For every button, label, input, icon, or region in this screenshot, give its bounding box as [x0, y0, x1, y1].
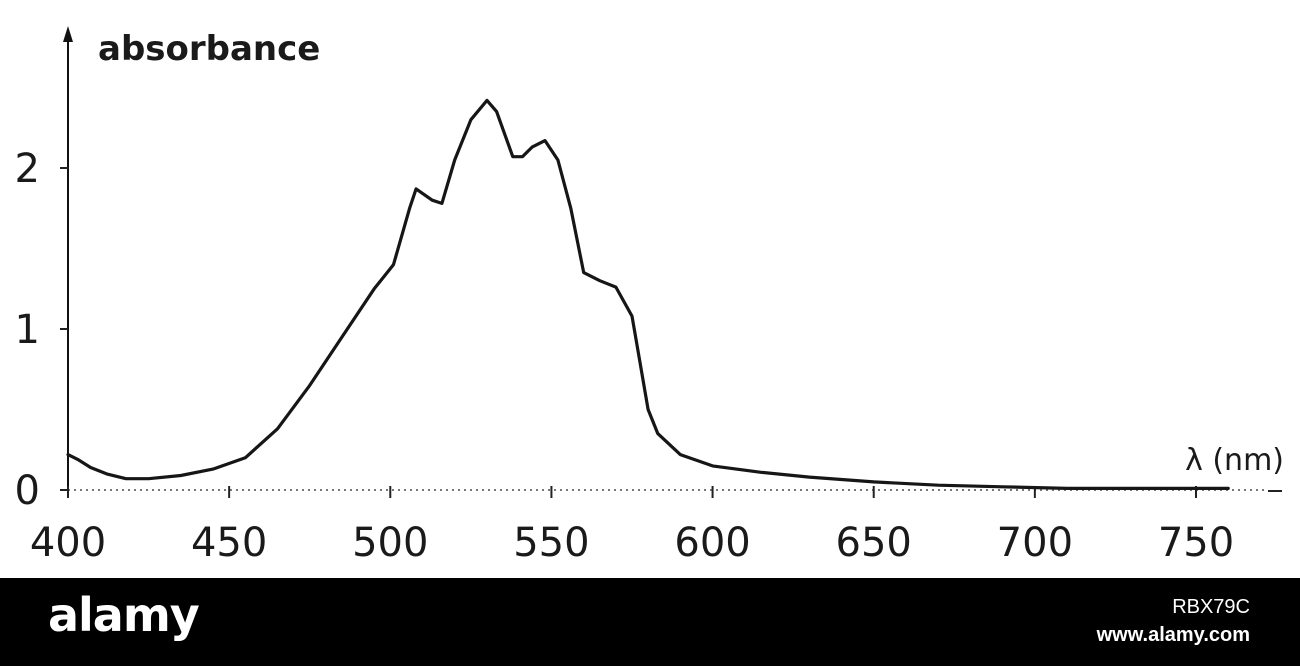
- y-tick-label: 0: [15, 468, 40, 514]
- x-axis-title: λ (nm): [1185, 443, 1284, 478]
- absorbance-spectrum-line: [66, 98, 1230, 490]
- y-tick-label: 2: [15, 146, 40, 192]
- y-axis-title: absorbance: [98, 29, 320, 69]
- x-tick-label: 750: [1158, 520, 1234, 566]
- x-tick-label: 650: [836, 520, 912, 566]
- y-axis-arrow: [63, 26, 73, 42]
- chart-svg: absorbance λ (nm) 400 450 500 550 600 650 700 7…: [15, 26, 1284, 566]
- y-ticks: 0 1 2: [15, 146, 68, 514]
- watermark-logo: alamy: [48, 588, 200, 642]
- x-tick-label: 600: [674, 520, 750, 566]
- watermark-url: www.alamy.com: [1096, 624, 1250, 646]
- x-tick-label: 550: [513, 520, 589, 566]
- axes: absorbance λ (nm): [63, 26, 1284, 492]
- watermark-image-id: RBX79C: [1172, 596, 1250, 618]
- y-tick-label: 1: [15, 307, 40, 353]
- watermark-bar: alamy RBX79C www.alamy.com: [0, 578, 1300, 666]
- x-tick-label: 500: [352, 520, 428, 566]
- x-tick-label: 450: [191, 520, 267, 566]
- absorbance-chart: absorbance λ (nm) 400 450 500 550 600 650 700 7…: [14, 26, 1284, 566]
- x-ticks: 400 450 500 550 600 650 700 750: [30, 486, 1234, 566]
- series: [66, 98, 1230, 490]
- x-tick-label: 700: [997, 520, 1073, 566]
- x-tick-label: 400: [30, 520, 106, 566]
